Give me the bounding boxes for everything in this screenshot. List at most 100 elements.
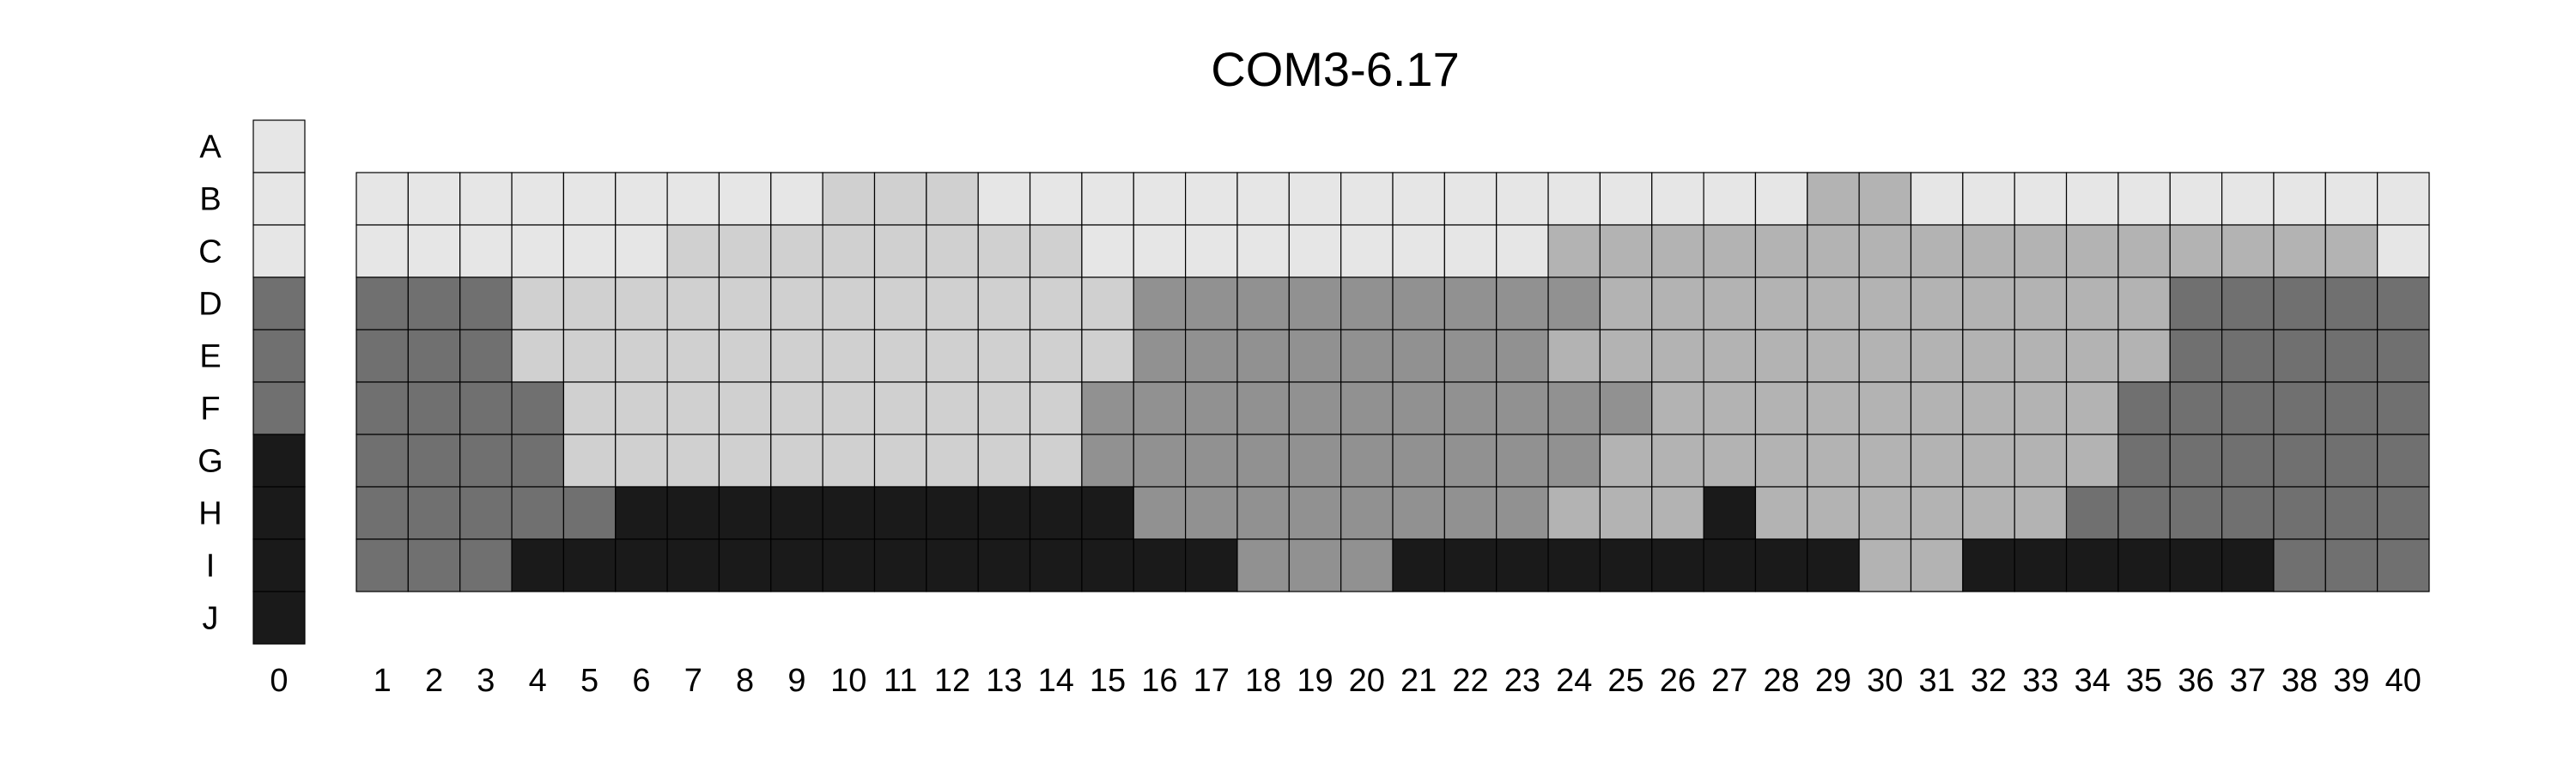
heatmap-cell	[926, 224, 979, 278]
heatmap-cell	[1443, 224, 1498, 278]
heatmap-cell	[2065, 329, 2119, 383]
heatmap-cell	[666, 538, 720, 592]
heatmap-cell	[1962, 329, 2015, 383]
heatmap-cell	[459, 329, 513, 383]
heatmap-cell	[1651, 172, 1704, 226]
heatmap-cell	[718, 172, 772, 226]
heatmap-cell	[2273, 538, 2326, 592]
heatmap-cell	[1081, 224, 1134, 278]
heatmap-cell	[2169, 538, 2223, 592]
heatmap-cell	[2221, 329, 2275, 383]
column-label: 0	[270, 663, 288, 699]
column-label: 34	[2075, 663, 2111, 699]
heatmap-cell	[1547, 276, 1601, 331]
heatmap-cell	[770, 434, 823, 488]
heatmap-cell	[2377, 172, 2430, 226]
heatmap-cell	[355, 538, 409, 592]
column-label: 12	[934, 663, 970, 699]
heatmap-cell	[2377, 224, 2430, 278]
heatmap-cell	[355, 276, 409, 331]
heatmap-cell	[562, 486, 617, 540]
heatmap-cell	[1754, 434, 1808, 488]
heatmap-cell	[2117, 224, 2171, 278]
heatmap-cell	[1133, 276, 1187, 331]
heatmap-cell	[770, 329, 823, 383]
heatmap-cell	[1496, 276, 1549, 331]
heatmap-cell	[926, 329, 979, 383]
key-cell	[252, 486, 306, 540]
heatmap-cell	[1443, 329, 1498, 383]
heatmap-grid	[355, 172, 2430, 592]
heatmap-cell	[1236, 224, 1290, 278]
heatmap-cell	[355, 486, 409, 540]
key-cell	[252, 538, 306, 592]
heatmap-cell	[1599, 224, 1653, 278]
heatmap-cell	[1081, 434, 1134, 488]
heatmap-cell	[1910, 538, 1964, 592]
heatmap-cell	[459, 434, 513, 488]
heatmap-cell	[1133, 329, 1187, 383]
row-label: J	[203, 601, 219, 637]
heatmap-cell	[1962, 381, 2015, 435]
row-label: E	[199, 339, 221, 375]
heatmap-cell	[1392, 486, 1445, 540]
heatmap-cell	[1547, 486, 1601, 540]
heatmap-cell	[1392, 329, 1445, 383]
column-label: 29	[1815, 663, 1851, 699]
heatmap-cell	[1754, 224, 1808, 278]
key-cell	[252, 172, 306, 226]
heatmap-cell	[2169, 434, 2223, 488]
key-cell	[252, 329, 306, 383]
chart-title: COM3-6.17	[1211, 42, 1459, 96]
row-label: C	[198, 234, 222, 270]
heatmap-cell	[2117, 434, 2171, 488]
heatmap-cell	[2014, 434, 2068, 488]
heatmap-cell	[2169, 172, 2223, 226]
heatmap-cell	[1029, 329, 1083, 383]
heatmap-cell	[718, 486, 772, 540]
heatmap-cell	[1703, 434, 1757, 488]
heatmap-cell	[1703, 172, 1757, 226]
heatmap-cell	[2324, 381, 2379, 435]
heatmap-cell	[511, 329, 564, 383]
heatmap-cell	[1858, 172, 1912, 226]
heatmap-cell	[407, 276, 461, 331]
heatmap-cell	[1547, 224, 1601, 278]
heatmap-cell	[1340, 381, 1394, 435]
heatmap-cell	[1340, 276, 1394, 331]
heatmap-cell	[1443, 538, 1498, 592]
heatmap-cell	[1910, 172, 1964, 226]
heatmap-cell	[1443, 434, 1498, 488]
column-label: 24	[1556, 663, 1592, 699]
column-label: 14	[1038, 663, 1074, 699]
heatmap-cell	[1392, 172, 1445, 226]
column-label: 15	[1090, 663, 1126, 699]
heatmap-cell	[355, 224, 409, 278]
heatmap-cell	[1807, 381, 1860, 435]
heatmap-cell	[1910, 329, 1964, 383]
column-label: 19	[1297, 663, 1333, 699]
heatmap-cell	[2014, 538, 2068, 592]
key-cell	[252, 381, 306, 435]
heatmap-cell	[1807, 486, 1860, 540]
heatmap-cell	[977, 538, 1031, 592]
heatmap-cell	[459, 486, 513, 540]
heatmap-cell	[1962, 434, 2015, 488]
heatmap-cell	[1651, 538, 1704, 592]
heatmap-cell	[1443, 276, 1498, 331]
heatmap-cell	[1288, 276, 1342, 331]
heatmap-cell	[1910, 434, 1964, 488]
heatmap-cell	[2377, 329, 2430, 383]
heatmap-cell	[2065, 224, 2119, 278]
heatmap-cell	[1703, 381, 1757, 435]
heatmap-cell	[1029, 172, 1083, 226]
heatmap-cell	[977, 224, 1031, 278]
heatmap-cell	[1651, 486, 1704, 540]
heatmap-cell	[511, 276, 564, 331]
heatmap-cell	[615, 172, 668, 226]
heatmap-cell	[1029, 276, 1083, 331]
column-label: 28	[1763, 663, 1799, 699]
heatmap-cell	[1910, 224, 1964, 278]
heatmap-cell	[1807, 224, 1860, 278]
heatmap-cell	[1754, 276, 1808, 331]
